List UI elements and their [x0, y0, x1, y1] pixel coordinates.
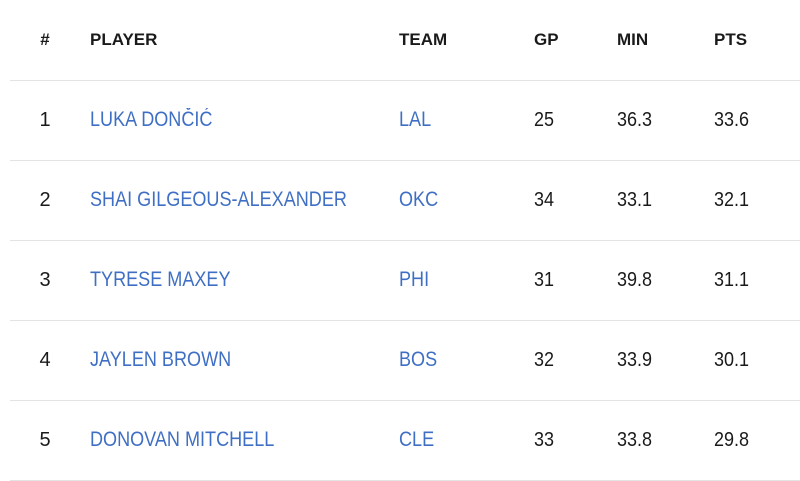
rank-value: 5: [39, 428, 51, 451]
table-row: 4 JAYLEN BROWN BOS 32 33.9 30.1: [10, 320, 800, 401]
gp-cell: 25: [510, 80, 585, 161]
column-header-gp[interactable]: GP: [510, 0, 585, 81]
team-link[interactable]: OKC: [399, 188, 439, 211]
table-row: 1 LUKA DONČIĆ LAL 25 36.3 33.6: [10, 80, 800, 161]
min-cell: 33.1: [585, 160, 688, 241]
table-row: 3 TYRESE MAXEY PHI 31 39.8 31.1: [10, 240, 800, 321]
rank-cell: 1: [10, 80, 88, 161]
rank-cell: 2: [10, 160, 88, 241]
player-cell: DONOVAN MITCHELL: [88, 400, 399, 481]
team-link[interactable]: PHI: [399, 268, 430, 291]
rank-value: 3: [39, 268, 51, 291]
table-header-row: # PLAYER TEAM GP MIN PTS: [10, 0, 800, 81]
column-header-rank[interactable]: #: [10, 0, 88, 81]
table-header: # PLAYER TEAM GP MIN PTS: [10, 0, 800, 81]
rank-cell: 5: [10, 400, 88, 481]
column-header-min-label: MIN: [617, 29, 649, 49]
pts-value: 30.1: [714, 348, 750, 371]
pts-value: 32.1: [714, 188, 750, 211]
player-cell: SHAI GILGEOUS-ALEXANDER: [88, 160, 399, 241]
player-link[interactable]: SHAI GILGEOUS-ALEXANDER: [90, 188, 347, 211]
player-link[interactable]: TYRESE MAXEY: [90, 268, 231, 291]
rank-value: 4: [39, 348, 51, 371]
player-link[interactable]: DONOVAN MITCHELL: [90, 428, 275, 451]
gp-value: 31: [534, 268, 555, 291]
team-cell: CLE: [399, 400, 510, 481]
min-value: 33.1: [617, 188, 653, 211]
player-cell: JAYLEN BROWN: [88, 320, 399, 401]
column-header-player[interactable]: PLAYER: [88, 0, 399, 81]
team-cell: OKC: [399, 160, 510, 241]
player-cell: TYRESE MAXEY: [88, 240, 399, 321]
gp-value: 25: [534, 108, 555, 131]
pts-cell: 29.8: [688, 400, 800, 481]
stats-leaders-table: # PLAYER TEAM GP MIN PTS 1 LUKA DONČIĆ L…: [10, 0, 800, 481]
column-header-rank-label: #: [40, 29, 50, 49]
gp-cell: 34: [510, 160, 585, 241]
column-header-gp-label: GP: [534, 29, 559, 49]
rank-value: 2: [39, 188, 51, 211]
pts-value: 31.1: [714, 268, 750, 291]
gp-value: 34: [534, 188, 555, 211]
min-cell: 33.8: [585, 400, 688, 481]
min-cell: 39.8: [585, 240, 688, 321]
team-cell: LAL: [399, 80, 510, 161]
min-value: 33.9: [617, 348, 653, 371]
pts-cell: 31.1: [688, 240, 800, 321]
team-cell: PHI: [399, 240, 510, 321]
min-value: 39.8: [617, 268, 653, 291]
team-link[interactable]: BOS: [399, 348, 438, 371]
pts-value: 33.6: [714, 108, 750, 131]
table-body: 1 LUKA DONČIĆ LAL 25 36.3 33.6 2 SHAI GI…: [10, 80, 800, 481]
table-row: 5 DONOVAN MITCHELL CLE 33 33.8 29.8: [10, 400, 800, 481]
pts-value: 29.8: [714, 428, 750, 451]
column-header-min[interactable]: MIN: [585, 0, 688, 81]
min-value: 36.3: [617, 108, 653, 131]
rank-cell: 3: [10, 240, 88, 321]
table-row: 2 SHAI GILGEOUS-ALEXANDER OKC 34 33.1 32…: [10, 160, 800, 241]
column-header-team[interactable]: TEAM: [399, 0, 510, 81]
stats-leaders-table-container: # PLAYER TEAM GP MIN PTS 1 LUKA DONČIĆ L…: [10, 0, 800, 481]
min-cell: 36.3: [585, 80, 688, 161]
rank-cell: 4: [10, 320, 88, 401]
pts-cell: 30.1: [688, 320, 800, 401]
gp-value: 32: [534, 348, 555, 371]
player-cell: LUKA DONČIĆ: [88, 80, 399, 161]
team-link[interactable]: LAL: [399, 108, 432, 131]
player-link[interactable]: JAYLEN BROWN: [90, 348, 232, 371]
min-cell: 33.9: [585, 320, 688, 401]
column-header-pts[interactable]: PTS: [688, 0, 800, 81]
pts-cell: 32.1: [688, 160, 800, 241]
gp-value: 33: [534, 428, 555, 451]
gp-cell: 31: [510, 240, 585, 321]
team-cell: BOS: [399, 320, 510, 401]
rank-value: 1: [39, 108, 51, 131]
gp-cell: 32: [510, 320, 585, 401]
column-header-team-label: TEAM: [399, 29, 448, 49]
column-header-player-label: PLAYER: [90, 29, 158, 49]
min-value: 33.8: [617, 428, 653, 451]
pts-cell: 33.6: [688, 80, 800, 161]
gp-cell: 33: [510, 400, 585, 481]
column-header-pts-label: PTS: [714, 29, 748, 49]
team-link[interactable]: CLE: [399, 428, 435, 451]
player-link[interactable]: LUKA DONČIĆ: [90, 108, 213, 131]
